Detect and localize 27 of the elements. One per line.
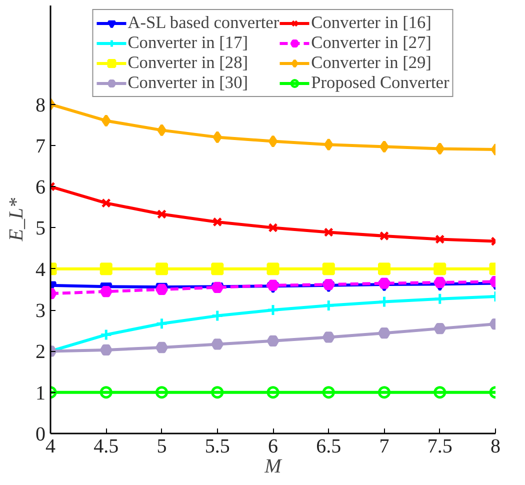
legend-label: Converter in [30]	[128, 73, 248, 93]
x-tick-label: 7	[379, 436, 390, 458]
y-tick-label: 7	[36, 135, 46, 158]
x-tick-label: 5	[156, 436, 167, 458]
legend-label: Converter in [27]	[311, 33, 432, 53]
x-tick-label: 6	[268, 436, 278, 458]
x-tick-label: 4.5	[94, 436, 119, 458]
y-tick-label: 5	[36, 218, 46, 240]
y-tick-label: 1	[36, 382, 46, 404]
y-tick-label: 8	[36, 94, 46, 116]
y-axis-title: E_L*	[6, 198, 28, 242]
x-tick-label: 6.5	[316, 436, 342, 458]
legend-label: Converter in [17]	[128, 33, 248, 53]
x-axis-title: M	[264, 456, 283, 478]
y-tick-label: 6	[36, 176, 46, 199]
x-tick-label: 5.5	[204, 436, 230, 458]
legend-label: Converter in [29]	[311, 53, 432, 73]
legend-label: Converter in [16]	[311, 13, 432, 33]
y-tick-label: 4	[36, 258, 46, 281]
legend-label: Proposed Converter	[311, 73, 450, 93]
y-tick-label: 2	[36, 341, 46, 364]
legend-label: A-SL based converter	[128, 13, 280, 33]
legend-label: Converter in [28]	[128, 53, 248, 73]
x-tick-label: 8	[490, 436, 500, 458]
y-tick-label: 3	[36, 300, 46, 322]
x-tick-label: 7.5	[427, 436, 452, 458]
y-tick-label: 0	[36, 424, 46, 446]
